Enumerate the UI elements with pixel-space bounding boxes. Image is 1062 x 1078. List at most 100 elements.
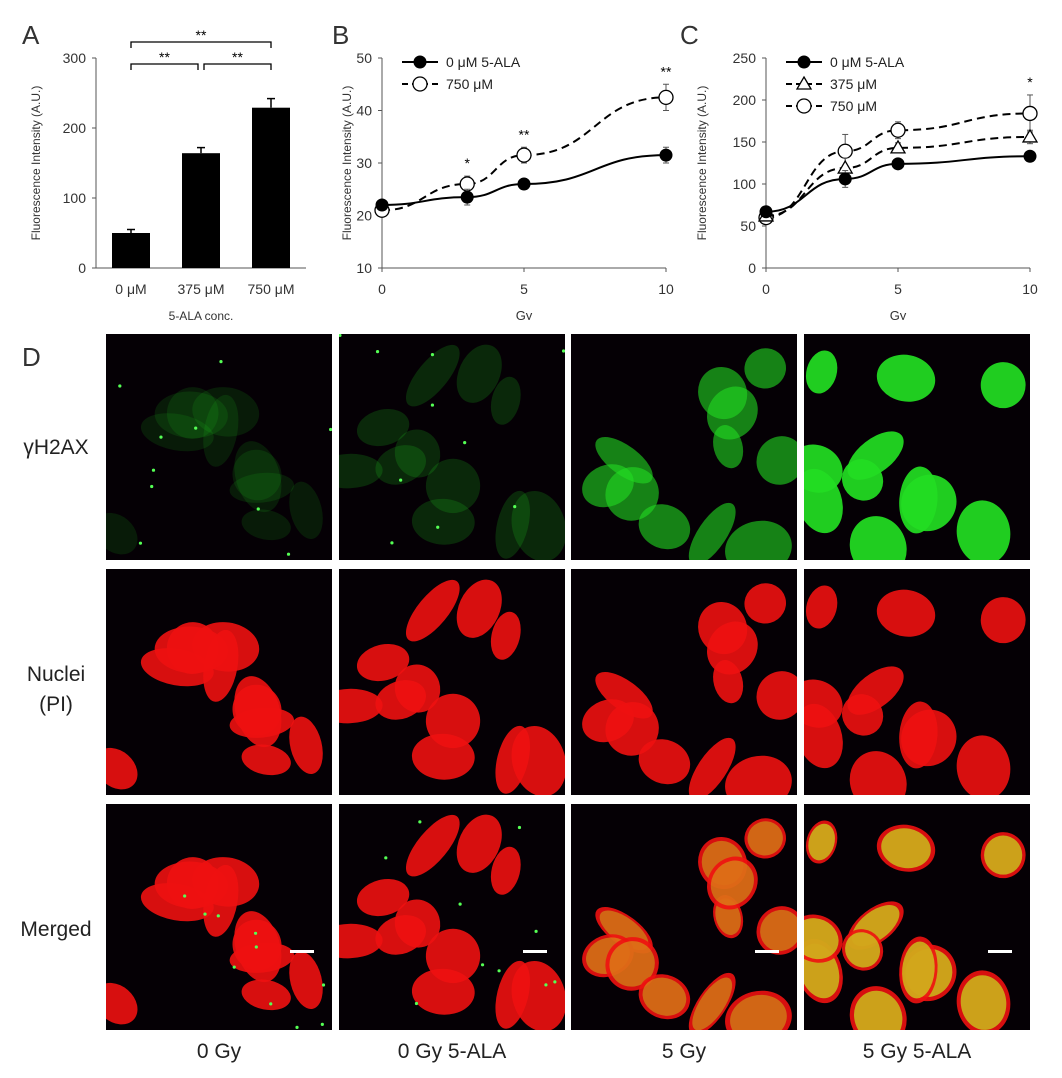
foci-dot	[497, 969, 501, 973]
micrograph	[804, 334, 1030, 560]
foci-dot	[254, 945, 258, 949]
x-axis-label: Gy	[516, 308, 533, 320]
nucleus-green	[241, 509, 291, 541]
y-tick-label: 300	[63, 50, 87, 66]
micrograph-image	[339, 334, 565, 560]
bar	[182, 153, 220, 268]
legend-label: 750 μM	[830, 98, 877, 114]
foci-dot	[534, 929, 538, 933]
micrograph-image	[339, 814, 565, 1030]
foci-dot	[562, 349, 565, 353]
micrograph	[106, 569, 332, 795]
micrograph	[804, 569, 1030, 795]
significance-label: **	[661, 63, 672, 79]
significance-bracket	[130, 63, 199, 70]
nucleus-overlay	[692, 977, 733, 1030]
nucleus-green	[339, 453, 383, 489]
nucleus-red	[490, 611, 521, 660]
series-line	[765, 135, 1031, 217]
micrograph-image	[804, 350, 1026, 560]
foci-dot	[375, 350, 380, 354]
x-tick-label: 0	[378, 281, 386, 297]
series-line	[765, 112, 1031, 219]
legend-label: 375 μM	[830, 76, 877, 92]
micrograph-image	[106, 622, 323, 790]
foci-dot	[216, 914, 220, 918]
x-tick-label: 750 μM	[248, 281, 295, 297]
panel-letter-a: A	[22, 20, 40, 50]
micrograph-image	[106, 857, 326, 1029]
micrograph-image	[106, 360, 332, 556]
data-point	[837, 143, 853, 159]
x-tick-label: 5	[894, 281, 902, 297]
scale-bar	[290, 950, 314, 953]
foci-dot	[517, 825, 522, 830]
nucleus-green	[638, 504, 691, 550]
column-label: 0 Gy	[196, 1040, 242, 1063]
significance-bracket	[130, 41, 272, 48]
nucleus-green	[289, 481, 323, 539]
foci-dot	[320, 1022, 324, 1026]
nucleus-red	[707, 856, 758, 910]
nucleus-overlay	[747, 821, 783, 856]
significance-label: *	[1027, 74, 1033, 90]
nucleus-green	[707, 386, 758, 440]
legend-marker	[412, 76, 428, 92]
bar	[252, 107, 290, 268]
data-point	[838, 172, 852, 186]
nucleus-red	[707, 621, 758, 675]
foci-dot	[430, 353, 435, 357]
y-tick-label: 20	[356, 208, 372, 224]
nucleus-green	[876, 354, 936, 402]
nucleus-red	[289, 951, 323, 1009]
scale-bar	[755, 950, 779, 953]
y-tick-label: 10	[356, 260, 372, 276]
foci-dot	[458, 902, 462, 906]
nucleus-red	[405, 579, 460, 642]
nucleus-red	[339, 688, 383, 724]
nucleus-red	[849, 751, 907, 795]
bar-chart-a: 0 100 200 300 0 μM 375 μM 750 μM 5-ALA conc. Flu…	[29, 27, 306, 320]
bar	[112, 233, 150, 268]
nucleus-red	[339, 923, 383, 959]
nucleus-overlay	[730, 994, 787, 1030]
foci-dot	[219, 360, 223, 364]
data-point	[658, 89, 674, 106]
scale-bar	[523, 950, 547, 953]
x-tick-label: 0 μM	[115, 281, 146, 297]
foci-dot	[430, 403, 435, 407]
y-tick-label: 50	[740, 218, 756, 234]
y-axis-label: Fluorescence Intensity (A.U.)	[695, 86, 709, 241]
micrograph	[339, 569, 565, 795]
x-axis-label: 5-ALA conc.	[169, 309, 234, 320]
nucleus-red	[876, 589, 936, 637]
micrograph	[804, 804, 1030, 1030]
nucleus-green	[756, 436, 797, 485]
legend-marker	[795, 75, 813, 90]
data-point	[1021, 128, 1039, 143]
nucleus-red	[154, 861, 228, 909]
foci-dot	[436, 525, 440, 529]
scale-bar	[988, 950, 1012, 953]
data-point	[460, 190, 474, 204]
micrograph	[339, 804, 565, 1030]
nucleus-green	[980, 362, 1026, 409]
nucleus-green	[490, 376, 521, 425]
foci-dot	[321, 983, 326, 987]
series-line	[381, 154, 667, 206]
nucleus-red	[511, 960, 565, 1030]
nucleus-green	[356, 409, 410, 447]
nucleus-green	[605, 467, 659, 521]
data-point	[1022, 105, 1038, 122]
nucleus-red	[456, 814, 502, 873]
line-chart-c: 0 50 100 150 200 250 0 5 10 Gy Fluorescence Intens…	[695, 50, 1039, 320]
x-tick-label: 5	[520, 281, 528, 297]
significance-label: **	[159, 49, 170, 65]
nucleus-red	[511, 725, 565, 795]
y-tick-label: 0	[748, 260, 756, 276]
nucleus-green	[849, 516, 907, 560]
nucleus-red	[841, 694, 884, 736]
micrograph-image	[804, 820, 1026, 1030]
nucleus-green	[511, 490, 565, 560]
nucleus-green	[956, 500, 1011, 560]
